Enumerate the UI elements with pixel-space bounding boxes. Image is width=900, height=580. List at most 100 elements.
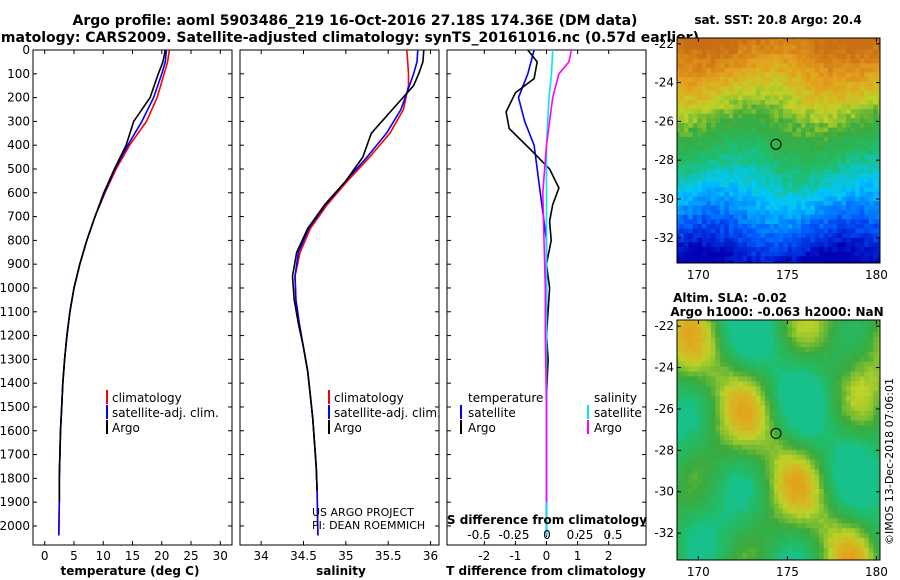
heatmap-cell <box>783 77 789 83</box>
heatmap-cell <box>701 118 708 124</box>
heatmap-cell <box>868 141 875 147</box>
heatmap-cell <box>832 405 839 412</box>
heatmap-cell <box>801 347 807 353</box>
heatmap-cell <box>778 533 784 539</box>
heatmap-cell <box>778 214 784 221</box>
heatmap-cell <box>679 430 685 437</box>
heatmap-cell <box>864 376 870 383</box>
heatmap-cell <box>688 396 694 402</box>
heatmap-cell <box>728 58 735 65</box>
heatmap-cell <box>774 214 780 221</box>
heatmap-cell <box>710 425 717 432</box>
legend-label-t-argo: Argo <box>468 421 496 435</box>
heatmap-cell <box>819 474 825 481</box>
heatmap-cell <box>846 256 852 262</box>
heatmap-cell <box>819 44 825 51</box>
heatmap-cell <box>778 503 784 510</box>
heatmap-cell <box>719 201 726 207</box>
heatmap-cell <box>801 132 807 138</box>
heatmap-cell <box>877 233 880 239</box>
heatmap-cell <box>677 146 681 152</box>
heatmap-cell <box>792 513 798 520</box>
heatmap-cell <box>828 201 834 207</box>
heatmap-cell <box>868 376 875 383</box>
heatmap-cell <box>819 557 825 560</box>
heatmap-cell <box>832 425 839 432</box>
heatmap-cell <box>819 123 825 129</box>
heatmap-cell <box>814 356 820 363</box>
heatmap-cell <box>823 327 830 334</box>
heatmap-cell <box>796 474 802 481</box>
heatmap-cell <box>850 440 857 446</box>
heatmap-cell <box>701 104 708 111</box>
heatmap-cell <box>747 420 753 427</box>
heatmap-cell <box>677 454 681 461</box>
heatmap-cell <box>756 49 762 55</box>
heatmap-cell <box>832 337 839 343</box>
heatmap-cell <box>859 205 866 212</box>
heatmap-cell <box>792 201 798 207</box>
heatmap-cell <box>692 356 699 363</box>
heatmap-cell <box>697 523 703 530</box>
heatmap-cell <box>737 54 744 60</box>
heatmap-cell <box>765 219 771 225</box>
heatmap-cell <box>801 508 807 515</box>
heatmap-cell <box>765 136 771 143</box>
heatmap-cell <box>724 251 730 258</box>
heatmap-cell <box>769 400 775 407</box>
heatmap-cell <box>747 400 753 407</box>
heatmap-cell <box>724 484 730 490</box>
heatmap-cell <box>855 528 861 534</box>
heatmap-cell <box>742 164 748 170</box>
heatmap-cell <box>677 523 681 530</box>
heatmap-cell <box>837 420 843 427</box>
heatmap-cell <box>837 391 843 397</box>
heatmap-cell <box>828 351 834 358</box>
heatmap-cell <box>859 396 866 402</box>
heatmap-cell <box>837 141 843 147</box>
heatmap-cell <box>719 260 726 263</box>
heatmap-cell <box>801 459 807 466</box>
heatmap-cell <box>733 136 739 143</box>
heatmap-cell <box>819 444 825 451</box>
heatmap-cell <box>683 503 690 510</box>
heatmap-cell <box>783 214 789 221</box>
heatmap-cell <box>774 518 780 525</box>
heatmap-cell <box>783 361 789 368</box>
heatmap-cell <box>828 542 834 549</box>
heatmap-cell <box>683 420 690 427</box>
heatmap-cell <box>692 191 699 198</box>
heatmap-cell <box>837 469 843 476</box>
heatmap-cell <box>769 182 775 189</box>
heatmap-cell <box>778 219 784 225</box>
heatmap-cell <box>701 449 708 456</box>
heatmap-cell <box>814 247 820 253</box>
heatmap-cell <box>868 459 875 466</box>
heatmap-cell <box>850 351 857 358</box>
heatmap-cell <box>756 366 762 373</box>
heatmap-cell <box>783 187 789 193</box>
heatmap-cell <box>778 386 784 392</box>
heatmap-cell <box>787 40 793 46</box>
heatmap-cell <box>710 474 717 481</box>
heatmap-cell <box>850 552 857 559</box>
heatmap-cell <box>837 356 843 363</box>
heatmap-cell <box>877 381 880 388</box>
heatmap-cell <box>828 127 834 134</box>
heatmap-cell <box>751 489 757 495</box>
heatmap-cell <box>805 469 811 476</box>
heatmap-cell <box>814 201 820 207</box>
heatmap-cell <box>823 233 830 239</box>
heatmap-cell <box>810 410 816 417</box>
heatmap-cell <box>760 38 766 42</box>
heatmap-cell <box>677 361 681 368</box>
heatmap-cell <box>823 256 830 262</box>
heatmap-cell <box>756 371 762 378</box>
heatmap-cell <box>805 528 811 534</box>
heatmap-cell <box>679 420 685 427</box>
heatmap-cell <box>737 155 744 161</box>
heatmap-cell <box>697 479 703 485</box>
heatmap-cell <box>719 430 726 437</box>
heatmap-cell <box>742 49 748 55</box>
heatmap-cell <box>823 552 830 559</box>
